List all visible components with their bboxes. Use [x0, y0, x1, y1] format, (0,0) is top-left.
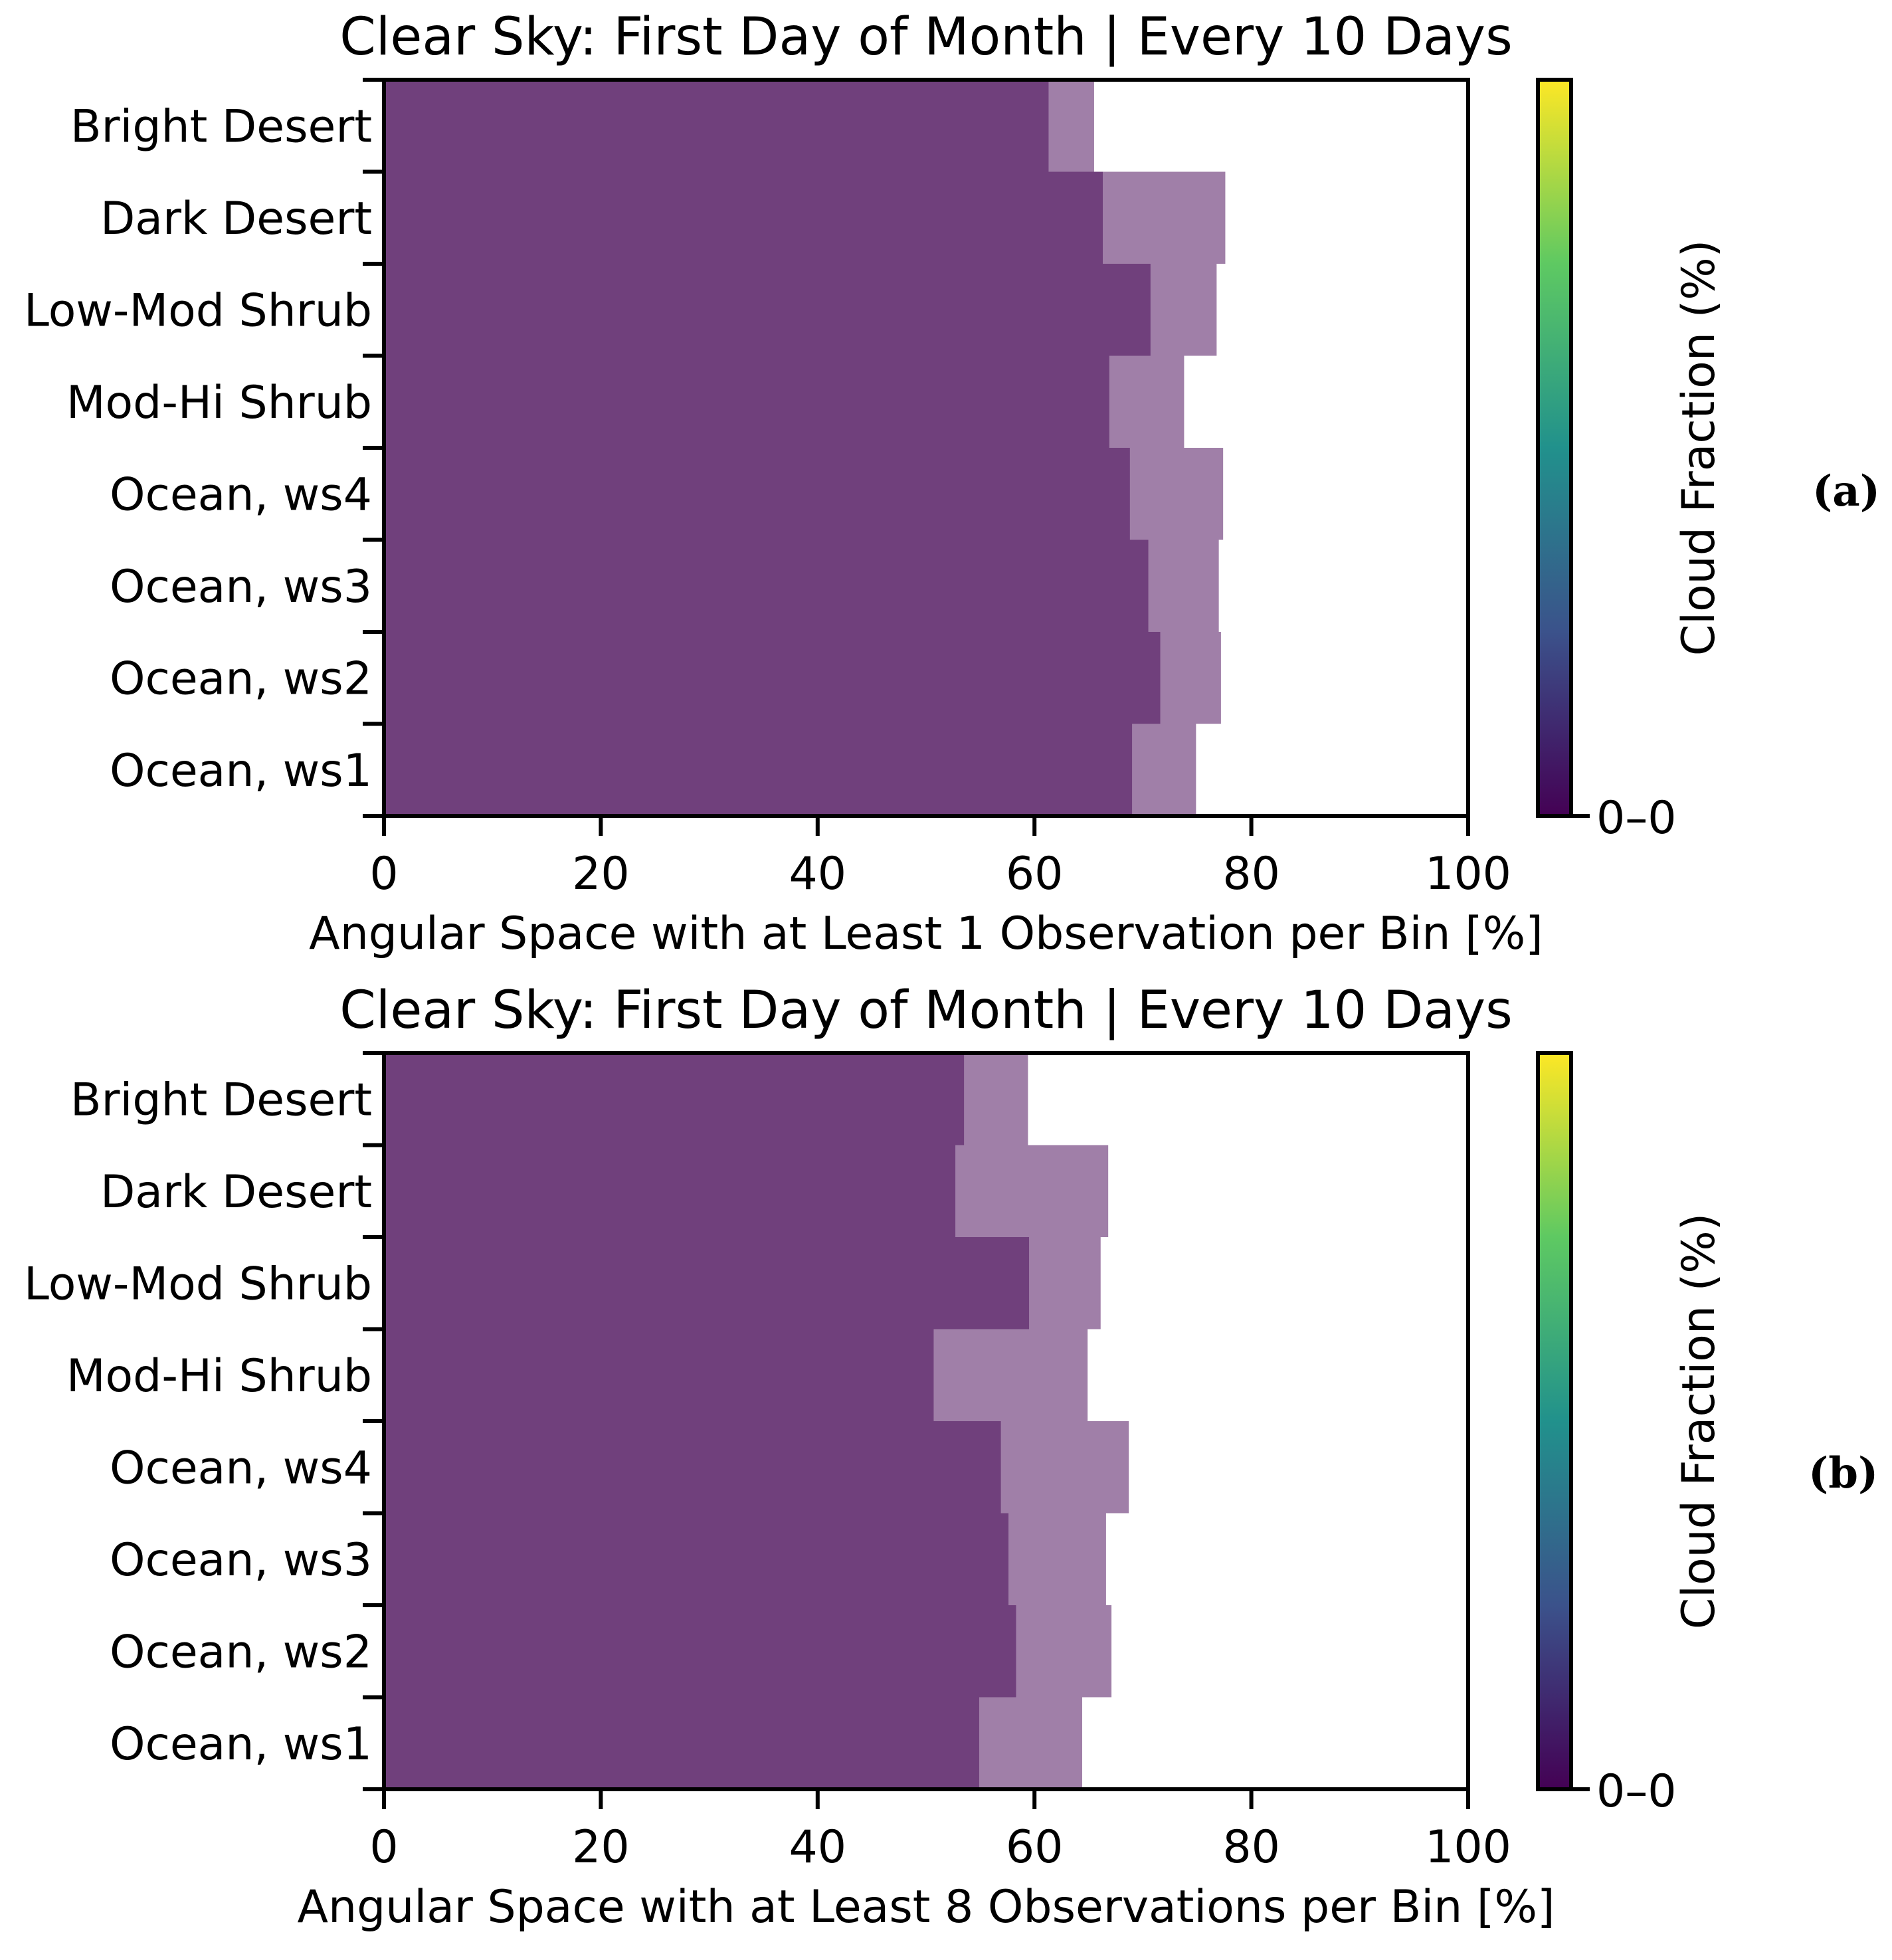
x-tick-label: 80	[1222, 848, 1280, 900]
x-tick-label: 0	[369, 848, 398, 900]
colorbar	[1536, 78, 1573, 818]
colorbar	[1536, 1051, 1573, 1791]
y-tick-label: Ocean, ws3	[110, 1534, 372, 1587]
bar-lower-dark-desert	[384, 171, 1103, 264]
chart-title: Clear Sky: First Day of Month | Every 10…	[339, 981, 1512, 1040]
y-tick-label: Ocean, ws2	[110, 652, 372, 705]
bar-lower-low-mod-shrub	[384, 1237, 1030, 1329]
bar-lower-ocean-ws2	[384, 1605, 1016, 1698]
y-tick-label: Mod-Hi Shrub	[66, 377, 372, 429]
x-axis-label: Angular Space with at Least 8 Observatio…	[297, 1881, 1555, 1933]
y-tick-label: Ocean, ws1	[110, 1718, 372, 1771]
y-tick-label: Dark Desert	[100, 193, 372, 245]
panel-a: Clear Sky: First Day of Month | Every 10…	[0, 0, 1892, 977]
bar-lower-ocean-ws3	[384, 539, 1149, 632]
y-tick-label: Bright Desert	[70, 100, 372, 153]
y-tick-label: Ocean, ws3	[110, 561, 372, 613]
panel-b: Clear Sky: First Day of Month | Every 10…	[0, 973, 1892, 1950]
x-tick-label: 40	[789, 1821, 847, 1874]
x-tick-label: 100	[1425, 1821, 1511, 1874]
bar-lower-dark-desert	[384, 1145, 956, 1237]
bar-lower-ocean-ws1	[384, 1697, 979, 1789]
bar-lower-ocean-ws4	[384, 448, 1130, 540]
bar-lower-ocean-ws4	[384, 1421, 1001, 1514]
x-tick-label: 60	[1006, 1821, 1064, 1874]
colorbar-label: Cloud Fraction (%)	[1673, 240, 1725, 656]
panel-label-a: (a)	[1812, 466, 1881, 516]
y-tick-label: Low-Mod Shrub	[24, 1258, 372, 1310]
colorbar-label: Cloud Fraction (%)	[1673, 1213, 1725, 1630]
x-tick-label: 40	[789, 848, 847, 900]
y-tick-label: Ocean, ws1	[110, 745, 372, 797]
x-axis-label: Angular Space with at Least 1 Observatio…	[309, 908, 1543, 960]
bar-lower-ocean-ws3	[384, 1513, 1009, 1605]
bar-lower-bright-desert	[384, 1053, 965, 1145]
y-tick-label: Ocean, ws4	[110, 468, 372, 521]
bar-lower-bright-desert	[384, 80, 1049, 172]
colorbar-tick-label: 0–0	[1596, 1765, 1677, 1818]
x-tick-label: 0	[369, 1821, 398, 1874]
y-tick-label: Ocean, ws4	[110, 1442, 372, 1494]
x-tick-label: 20	[572, 848, 630, 900]
bar-lower-ocean-ws1	[384, 724, 1133, 816]
bar-lower-mod-hi-shrub	[384, 1329, 934, 1421]
y-tick-label: Dark Desert	[100, 1166, 372, 1219]
x-tick-label: 60	[1006, 848, 1064, 900]
y-tick-label: Bright Desert	[70, 1074, 372, 1126]
panel-label-b: (b)	[1808, 1448, 1879, 1498]
x-tick-label: 80	[1222, 1821, 1280, 1874]
bar-lower-ocean-ws2	[384, 632, 1161, 724]
y-tick-label: Ocean, ws2	[110, 1626, 372, 1678]
bar-lower-mod-hi-shrub	[384, 355, 1109, 448]
chart-title: Clear Sky: First Day of Month | Every 10…	[339, 7, 1512, 67]
y-tick-label: Mod-Hi Shrub	[66, 1350, 372, 1403]
x-tick-label: 20	[572, 1821, 630, 1874]
chart-a: Clear Sky: First Day of Month | Every 10…	[24, 7, 1725, 960]
chart-b: Clear Sky: First Day of Month | Every 10…	[24, 981, 1725, 1933]
x-tick-label: 100	[1425, 848, 1511, 900]
bar-lower-low-mod-shrub	[384, 264, 1151, 356]
colorbar-tick-label: 0–0	[1596, 792, 1677, 844]
y-tick-label: Low-Mod Shrub	[24, 284, 372, 337]
